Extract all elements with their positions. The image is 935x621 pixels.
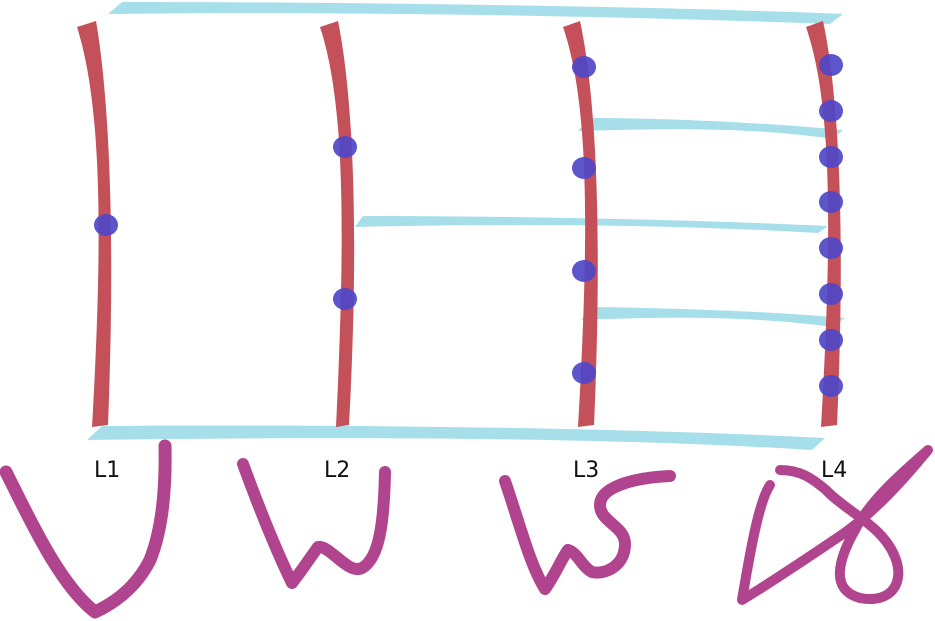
- dot-l4-3: [819, 146, 843, 168]
- connector-l3-l4-lower: [581, 307, 845, 327]
- dot-l4-6: [819, 283, 843, 305]
- level-lines: [77, 21, 841, 427]
- glyph-l3: [499, 470, 676, 595]
- dot-l4-8: [819, 375, 843, 397]
- level-label-l2: L2: [324, 458, 350, 483]
- dot-l4-2: [819, 100, 843, 122]
- dot-l1-1: [94, 214, 118, 236]
- dot-l3-4: [572, 362, 596, 384]
- dot-l4-7: [819, 329, 843, 351]
- level-line-l1: [77, 21, 112, 427]
- dot-l3-2: [572, 157, 596, 179]
- level-line-l2: [320, 21, 355, 427]
- connectors: [87, 2, 845, 450]
- level-line-l4: [806, 21, 841, 427]
- connector-top: [108, 2, 843, 24]
- level-line-l3: [563, 21, 598, 427]
- dot-l3-3: [572, 260, 596, 282]
- level-label-l3: L3: [573, 458, 599, 483]
- dots: [94, 54, 843, 397]
- glyph-l4: [737, 445, 933, 605]
- dot-l4-5: [819, 237, 843, 259]
- level-label-l4: L4: [821, 458, 847, 483]
- level-labels: L1 L2 L3 L4: [94, 458, 847, 483]
- level-label-l1: L1: [94, 458, 120, 483]
- wave-glyphs: [0, 439, 933, 619]
- connector-bottom: [87, 425, 825, 450]
- glyph-l1: [0, 439, 172, 619]
- dot-l4-1: [819, 54, 843, 76]
- glyph-l2: [237, 458, 391, 589]
- dot-l2-2: [333, 288, 357, 310]
- dot-l4-4: [819, 191, 843, 213]
- dot-l3-1: [572, 56, 596, 78]
- dot-l2-1: [333, 136, 357, 158]
- connector-l3-l4-upper: [578, 118, 843, 139]
